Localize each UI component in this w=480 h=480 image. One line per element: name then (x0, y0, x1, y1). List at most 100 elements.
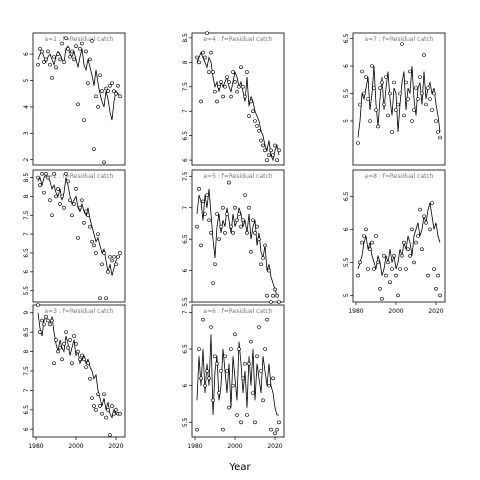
plot-frame (191, 169, 285, 303)
y-tick-label: 7.5 (182, 82, 189, 92)
data-point (207, 376, 211, 381)
panel-4: a=2 : f=Residual catch 5.5 6 6.5 7 7.5 8 8.5 (23, 169, 126, 303)
data-point (251, 391, 255, 395)
data-point (64, 36, 68, 41)
data-point (255, 124, 259, 128)
data-point (102, 392, 106, 397)
data-point (422, 214, 426, 218)
x-axis-title: Year (228, 462, 251, 473)
data-point (364, 75, 368, 79)
model-line (196, 51, 280, 162)
x-tick-label: 2000 (68, 443, 83, 450)
data-point (72, 202, 76, 206)
data-point (209, 231, 213, 235)
data-point (436, 273, 440, 278)
data-point (76, 349, 80, 354)
data-point (56, 52, 60, 56)
data-point (68, 338, 72, 342)
data-point (44, 171, 48, 176)
data-point (82, 357, 86, 362)
data-point (438, 135, 442, 140)
data-point (227, 180, 231, 185)
data-point (199, 243, 203, 248)
data-point (386, 260, 390, 265)
panel-3: a=7 : f=Residual catch 5 5.5 6 6.5 (343, 32, 446, 166)
data-point (221, 94, 225, 99)
data-point (269, 427, 273, 432)
data-point (58, 202, 62, 206)
data-point (42, 322, 46, 327)
data-point (388, 280, 392, 285)
data-point (114, 91, 118, 96)
model-line (357, 202, 441, 276)
data-point (209, 325, 213, 329)
model-line (196, 334, 279, 416)
panel-label: a=1 : f=Residual catch (44, 36, 113, 43)
data-point (88, 224, 92, 229)
panel-label: a=2 : f=Residual catch (44, 173, 113, 180)
data-point (269, 148, 273, 153)
data-point (265, 293, 269, 298)
data-point (106, 89, 110, 93)
data-point (275, 293, 279, 298)
data-point (259, 262, 263, 267)
data-point (418, 75, 422, 79)
y-tick-label: 8 (182, 60, 189, 64)
y-tick-label: 6 (182, 268, 189, 272)
plot-frame (32, 32, 126, 166)
panel-2: a=4 : f=Residual catch 6 6.5 7 7.5 8 8.5 (182, 31, 285, 166)
data-point (380, 296, 384, 301)
data-point (372, 267, 376, 271)
data-point (257, 128, 261, 133)
y-tick-label: 8.5 (23, 173, 30, 183)
data-point (46, 49, 50, 54)
y-tick-label: 6.5 (182, 131, 189, 141)
data-point (382, 102, 386, 107)
panel-1: a=1 : f=Residual catch 2 3 4 5 6 (23, 32, 126, 166)
y-tick-label: 5.5 (182, 417, 189, 427)
data-point (414, 240, 418, 245)
y-tick-label: 6.5 (343, 34, 350, 44)
data-point (44, 57, 48, 62)
data-point (402, 113, 406, 118)
data-point (225, 369, 229, 373)
data-point (273, 287, 277, 292)
data-point (100, 262, 104, 267)
data-point (60, 357, 64, 362)
data-point (116, 84, 120, 88)
data-point (398, 91, 402, 96)
data-point (259, 138, 263, 143)
data-point (211, 281, 215, 285)
data-point (428, 97, 432, 101)
data-point (358, 102, 362, 107)
y-tick-label: 6.5 (182, 234, 189, 244)
data-point (201, 50, 205, 55)
panel-label: a=3 : f=Residual catch (44, 308, 113, 315)
data-point (275, 427, 279, 432)
data-point (416, 234, 420, 238)
data-point (84, 49, 88, 54)
data-point (74, 44, 78, 49)
y-tick-label: 5.5 (182, 297, 189, 307)
data-point (253, 231, 257, 235)
data-point (64, 330, 68, 334)
data-point (388, 91, 392, 96)
y-tick-label: 7 (182, 310, 189, 314)
data-point (269, 300, 273, 304)
data-point (235, 218, 239, 223)
data-point (370, 240, 374, 245)
y-tick-label: 9 (23, 311, 30, 315)
data-point (70, 361, 74, 366)
data-point (217, 237, 221, 241)
panel-6: a=8 : f=Residual catch 5 5.5 6 6.5 1980 2000 20… (343, 169, 446, 315)
x-tick-label: 1980 (187, 443, 202, 450)
y-tick-label: 7 (182, 206, 189, 210)
data-point (195, 224, 199, 229)
data-point (46, 175, 50, 180)
data-point (78, 205, 82, 210)
data-point (410, 119, 414, 123)
data-point (277, 300, 281, 304)
data-point (110, 81, 114, 85)
data-point (376, 124, 380, 129)
data-point (436, 130, 440, 134)
